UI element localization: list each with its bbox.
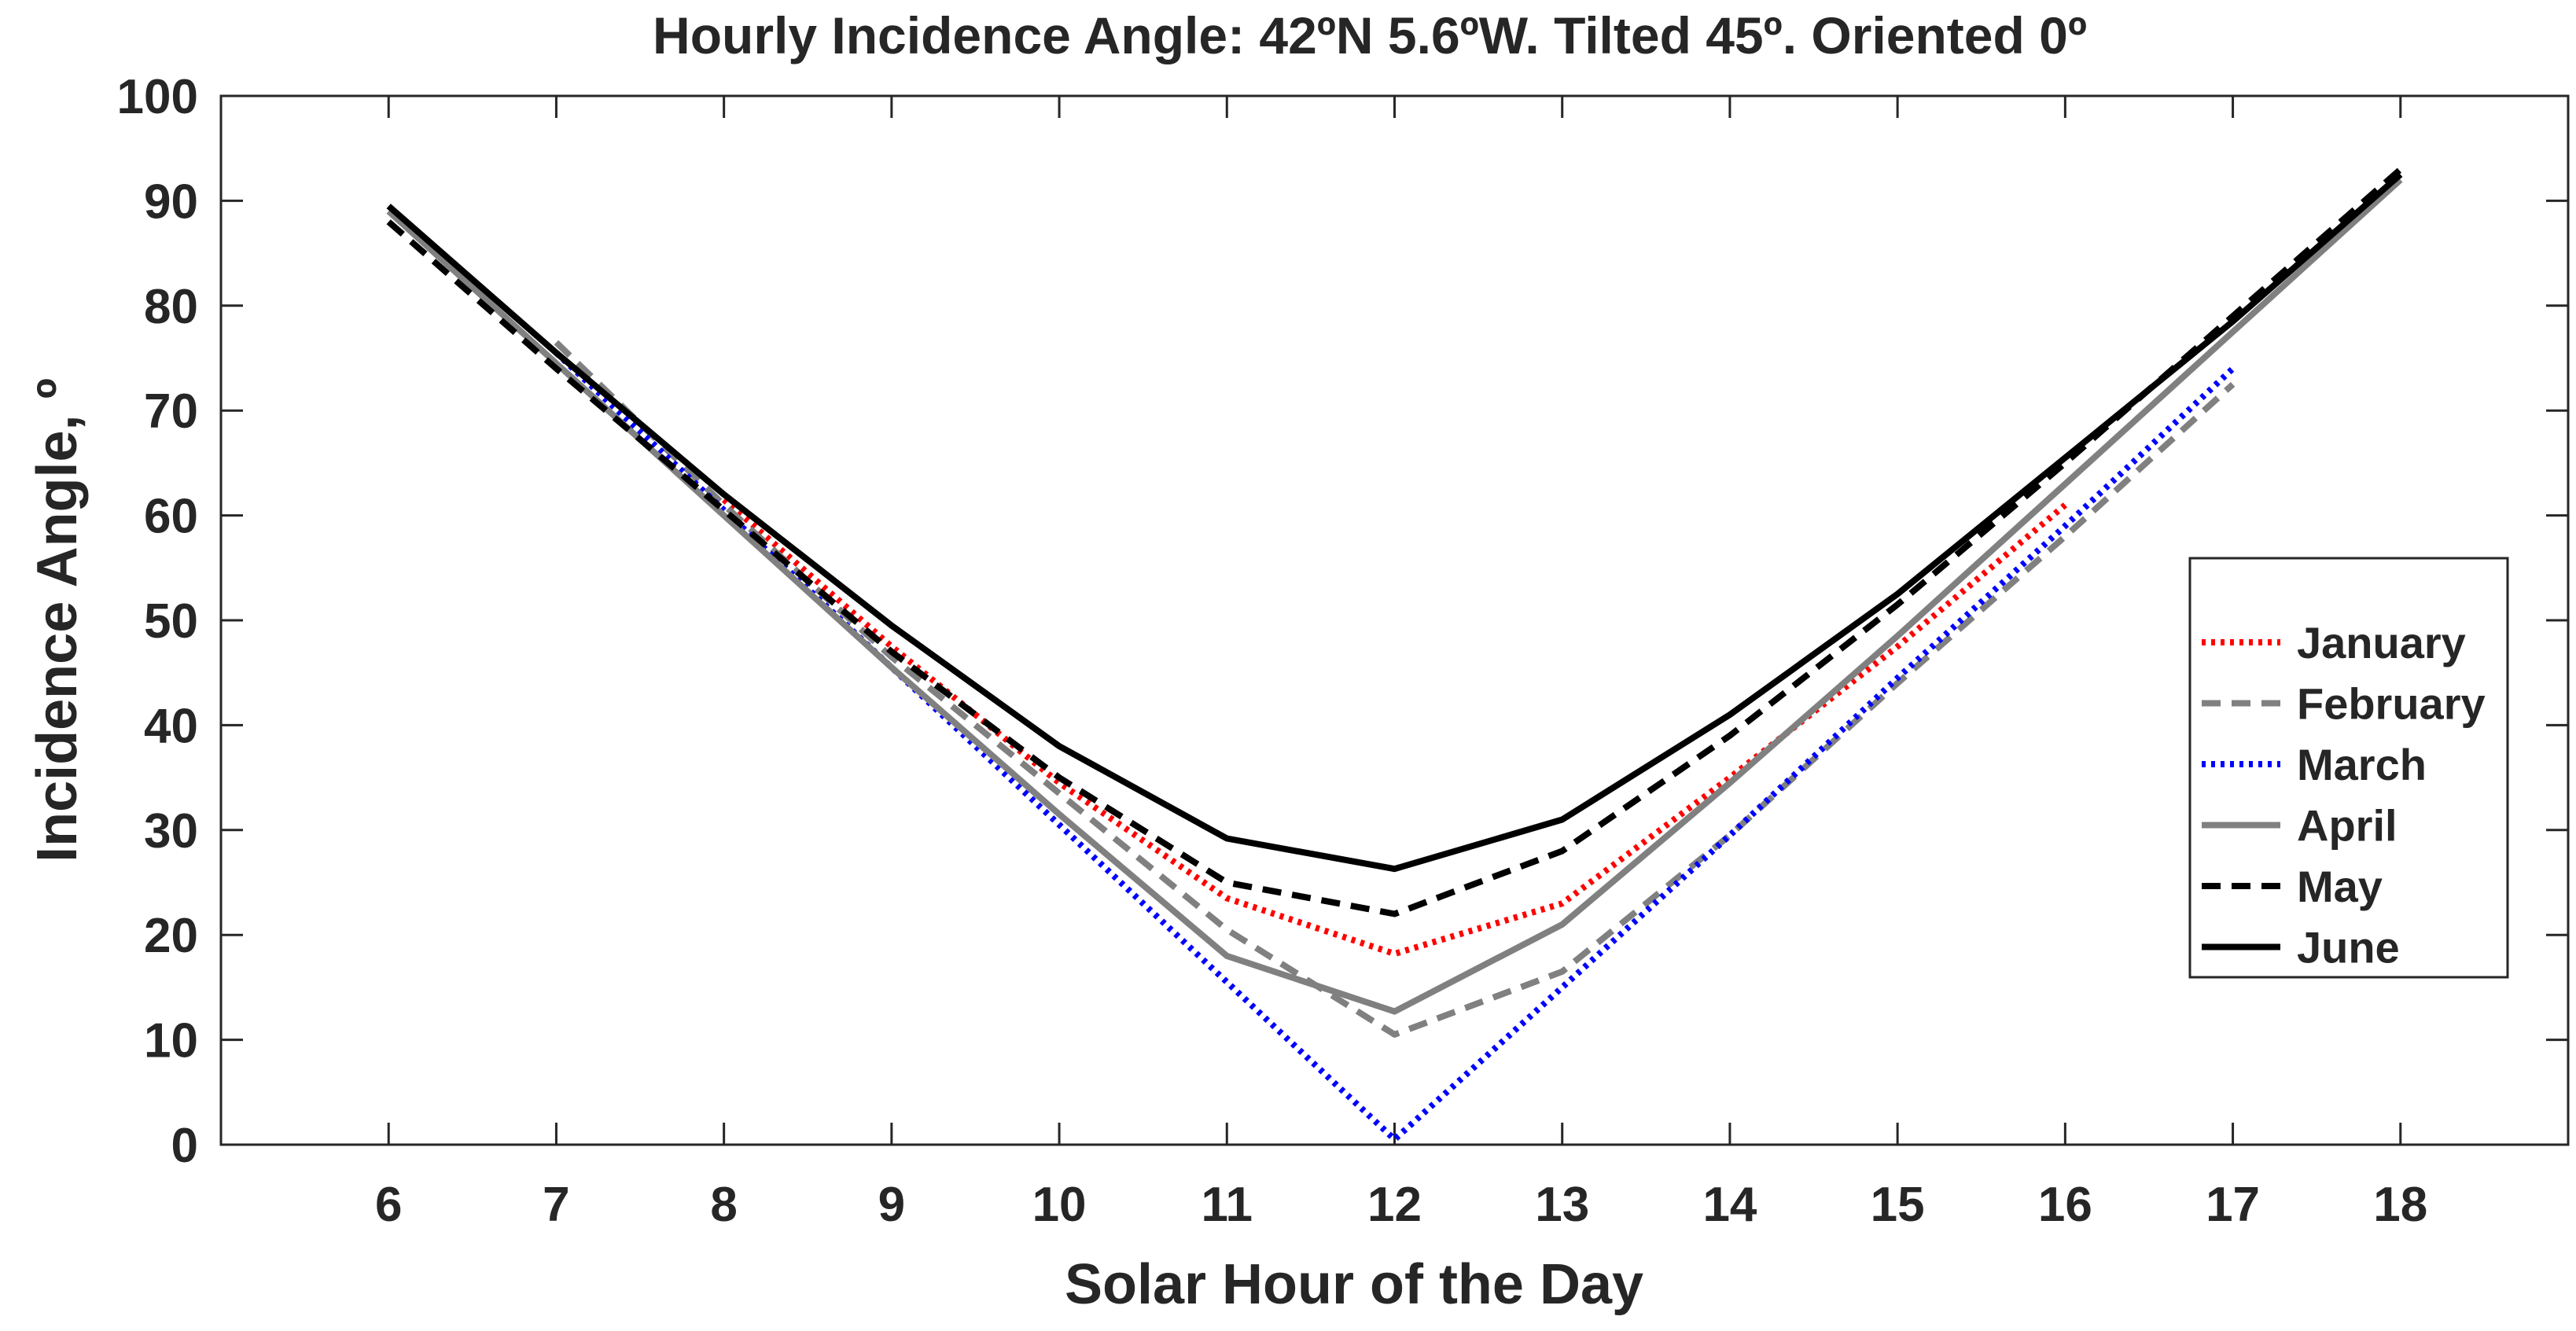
legend: January February March April May June (2188, 557, 2509, 979)
x-axis-ticks: 6 7 8 9 10 11 12 13 14 15 16 17 18 (375, 96, 2427, 1232)
x-tick-label: 11 (1202, 1178, 1253, 1232)
y-tick-label: 20 (144, 909, 198, 963)
series-lines (386, 167, 2403, 1143)
series-line-may (386, 167, 2403, 917)
x-tick-label: 9 (878, 1178, 905, 1232)
y-tick-label: 10 (144, 1014, 198, 1068)
x-tick-label: 18 (2373, 1178, 2427, 1232)
x-tick-label: 17 (2206, 1178, 2260, 1232)
x-tick-label: 14 (1702, 1178, 1757, 1232)
y-tick-label: 60 (144, 490, 198, 544)
x-axis-label: Solar Hour of the Day (1065, 1253, 1643, 1316)
x-tick-label: 12 (1367, 1178, 1422, 1232)
series-line-february (554, 340, 2236, 1038)
y-tick-label: 80 (144, 280, 198, 334)
x-tick-label: 8 (710, 1178, 737, 1232)
legend-label-april: April (2297, 801, 2398, 851)
x-tick-label: 16 (2038, 1178, 2092, 1232)
x-tick-label: 10 (1032, 1178, 1087, 1232)
y-axis-ticks: 0 10 20 30 40 50 60 70 80 90 100 (117, 70, 2568, 1173)
chart-title: Hourly Incidence Angle: 42ºN 5.6ºW. Tilt… (653, 6, 2087, 64)
y-axis-label: Incidence Angle, º (26, 378, 89, 862)
series-line-march (554, 350, 2236, 1143)
legend-box (2188, 557, 2509, 979)
legend-label-june: June (2297, 923, 2400, 973)
y-tick-label: 0 (171, 1119, 198, 1173)
legend-label-may: May (2297, 862, 2383, 911)
x-tick-label: 13 (1535, 1178, 1589, 1232)
y-tick-label: 100 (117, 70, 198, 124)
legend-label-february: February (2297, 679, 2486, 729)
y-tick-label: 50 (144, 594, 198, 649)
legend-label-january: January (2297, 618, 2466, 667)
x-tick-label: 7 (543, 1178, 569, 1232)
x-tick-label: 15 (1871, 1178, 1925, 1232)
y-tick-label: 40 (144, 699, 198, 753)
y-tick-label: 90 (144, 175, 198, 229)
series-line-april (386, 177, 2403, 1015)
x-tick-label: 6 (375, 1178, 402, 1232)
y-tick-label: 30 (144, 804, 198, 859)
legend-label-march: March (2297, 740, 2427, 789)
y-tick-label: 70 (144, 384, 198, 439)
series-line-june (386, 171, 2403, 873)
